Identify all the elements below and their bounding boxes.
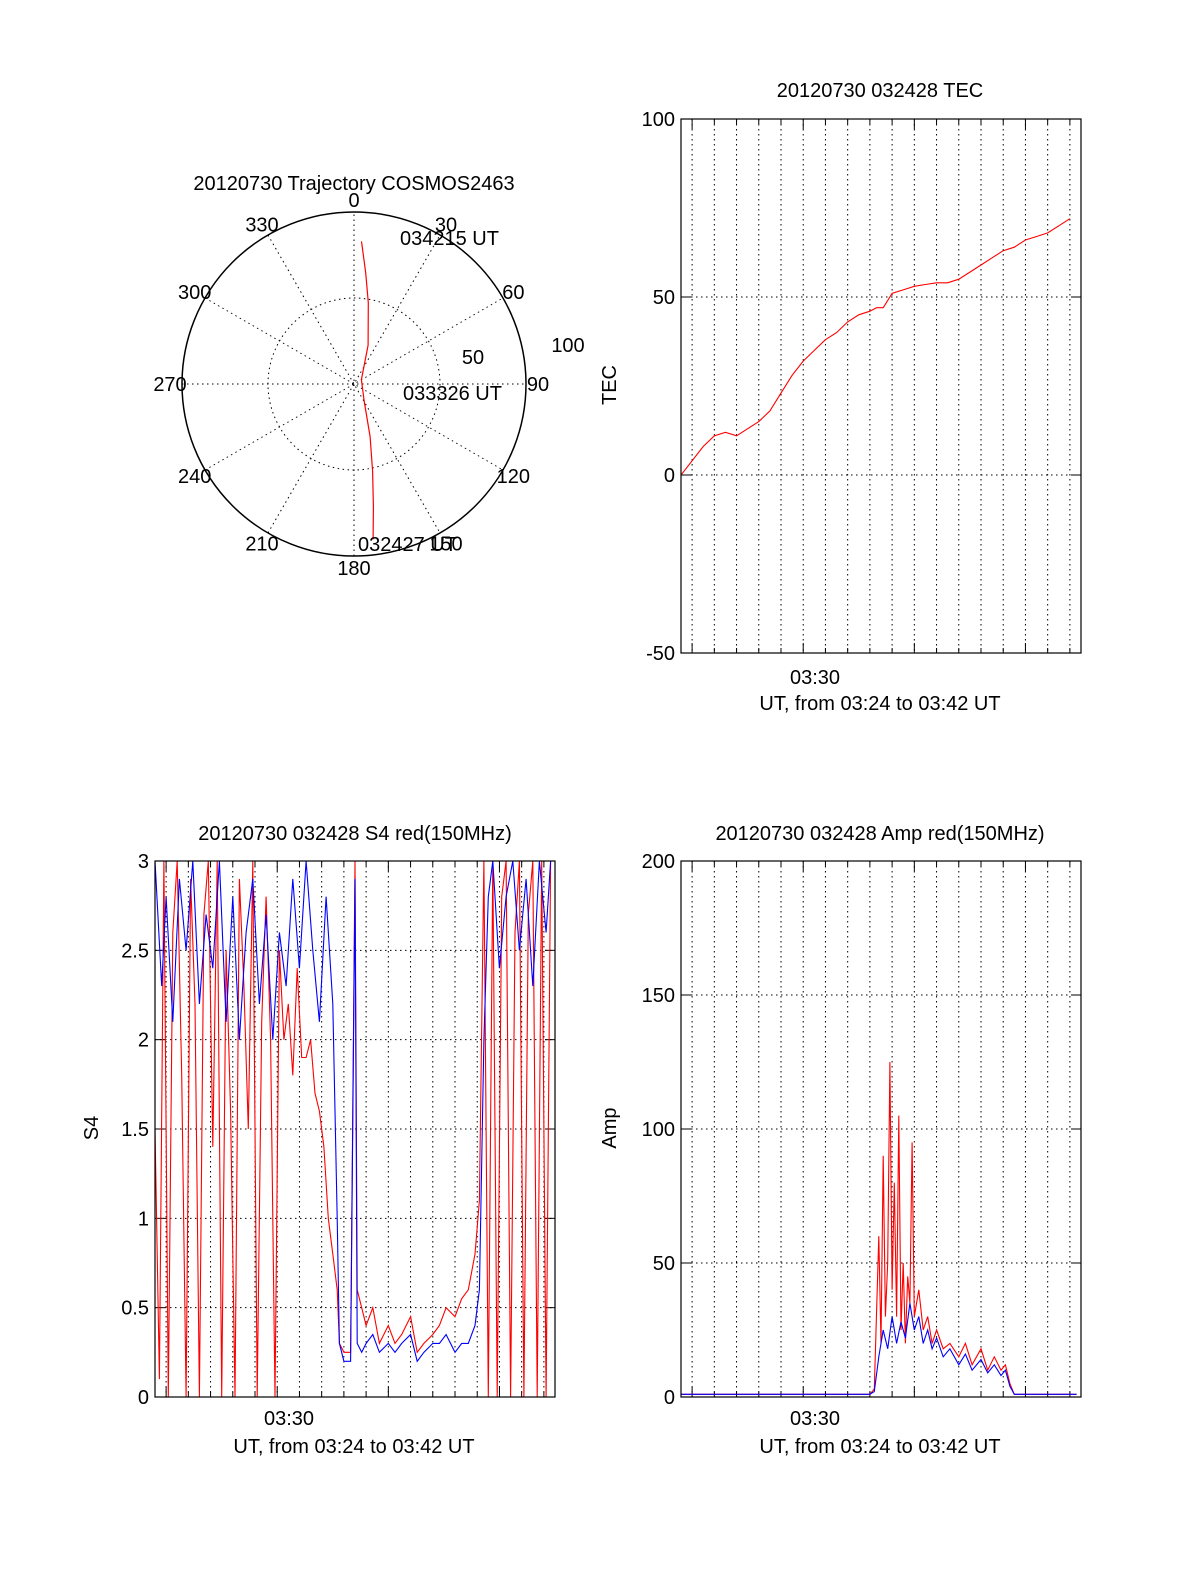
y-tick-label: 2.5 bbox=[121, 940, 149, 962]
amp-chart-panel: 20120730 032428 Amp red(150MHz) Amp 0 50 1… bbox=[599, 823, 1082, 1458]
amp-xlabel: UT, from 03:24 to 03:42 UT bbox=[759, 1436, 1000, 1458]
y-tick-label: 150 bbox=[642, 985, 675, 1007]
azimuth-label: 30 bbox=[435, 215, 457, 237]
s4-xlabel: UT, from 03:24 to 03:42 UT bbox=[233, 1436, 474, 1458]
y-tick-label: 0 bbox=[664, 465, 675, 487]
series-line-0 bbox=[681, 1061, 1077, 1395]
azimuth-label: 0 bbox=[348, 190, 359, 212]
polar-inner-circle bbox=[267, 297, 441, 471]
series-line-1 bbox=[681, 1303, 1077, 1395]
polar-grid bbox=[181, 211, 527, 557]
time-label-start: 032427 UT bbox=[358, 534, 457, 556]
azimuth-label: 60 bbox=[502, 282, 524, 304]
amp-title: 20120730 032428 Amp red(150MHz) bbox=[715, 823, 1044, 845]
time-label-mid: 033326 UT bbox=[403, 383, 502, 405]
y-tick-label: 1 bbox=[138, 1208, 149, 1230]
y-tick-label: 50 bbox=[653, 287, 675, 309]
y-tick-label: 100 bbox=[642, 1119, 675, 1141]
radial-label: 100 bbox=[551, 335, 584, 357]
series-line-0 bbox=[155, 861, 552, 1397]
series-line-0 bbox=[681, 218, 1071, 476]
plot-frame bbox=[154, 860, 556, 1398]
time-label-end: 034215 UT bbox=[400, 228, 499, 250]
plot-frame bbox=[680, 118, 1082, 654]
polar-radial-labels: 50 100 bbox=[462, 335, 585, 369]
azimuth-label: 240 bbox=[178, 466, 211, 488]
azimuth-label: 180 bbox=[337, 558, 370, 580]
polar-azimuth-labels: 0 30 60 90 120 150 180 210 240 270 300 330 bbox=[153, 190, 549, 580]
y-tick-label: 0 bbox=[138, 1387, 149, 1409]
y-tick-label: 50 bbox=[653, 1253, 675, 1275]
azimuth-label: 120 bbox=[497, 466, 530, 488]
amp-xtick-label: 03:30 bbox=[790, 1408, 840, 1430]
y-tick-label: 3 bbox=[138, 851, 149, 873]
y-tick-label: 0.5 bbox=[121, 1298, 149, 1320]
s4-title: 20120730 032428 S4 red(150MHz) bbox=[198, 823, 512, 845]
trajectory-line bbox=[360, 241, 375, 540]
s4-chart-panel: 20120730 032428 S4 red(150MHz) S4 0 0.5 1 1… bbox=[81, 823, 556, 1458]
azimuth-label: 270 bbox=[153, 374, 186, 396]
polar-title: 20120730 Trajectory COSMOS2463 bbox=[193, 173, 514, 195]
polar-trajectory-panel: 20120730 Trajectory COSMOS2463 0 30 60 90 12… bbox=[153, 173, 584, 580]
s4-ylabel: S4 bbox=[81, 1116, 103, 1140]
y-tick-label: 2 bbox=[138, 1030, 149, 1052]
tec-title: 20120730 032428 TEC bbox=[777, 80, 983, 102]
amp-ylabel: Amp bbox=[599, 1107, 621, 1148]
y-tick-label: -50 bbox=[646, 643, 675, 665]
y-tick-label: 1.5 bbox=[121, 1119, 149, 1141]
plot-frame bbox=[680, 860, 1082, 1398]
series-line-1 bbox=[155, 861, 552, 1363]
azimuth-label: 330 bbox=[245, 215, 278, 237]
y-tick-label: 200 bbox=[642, 851, 675, 873]
azimuth-label: 210 bbox=[245, 533, 278, 555]
tec-xtick-label: 03:30 bbox=[790, 667, 840, 689]
tec-xlabel: UT, from 03:24 to 03:42 UT bbox=[759, 693, 1000, 715]
tec-ylabel: TEC bbox=[599, 365, 621, 405]
radial-label: 50 bbox=[462, 347, 484, 369]
s4-xtick-label: 03:30 bbox=[264, 1408, 314, 1430]
azimuth-label: 150 bbox=[429, 533, 462, 555]
azimuth-label: 90 bbox=[527, 374, 549, 396]
azimuth-label: 300 bbox=[178, 282, 211, 304]
y-tick-label: 100 bbox=[642, 109, 675, 131]
y-tick-label: 0 bbox=[664, 1387, 675, 1409]
